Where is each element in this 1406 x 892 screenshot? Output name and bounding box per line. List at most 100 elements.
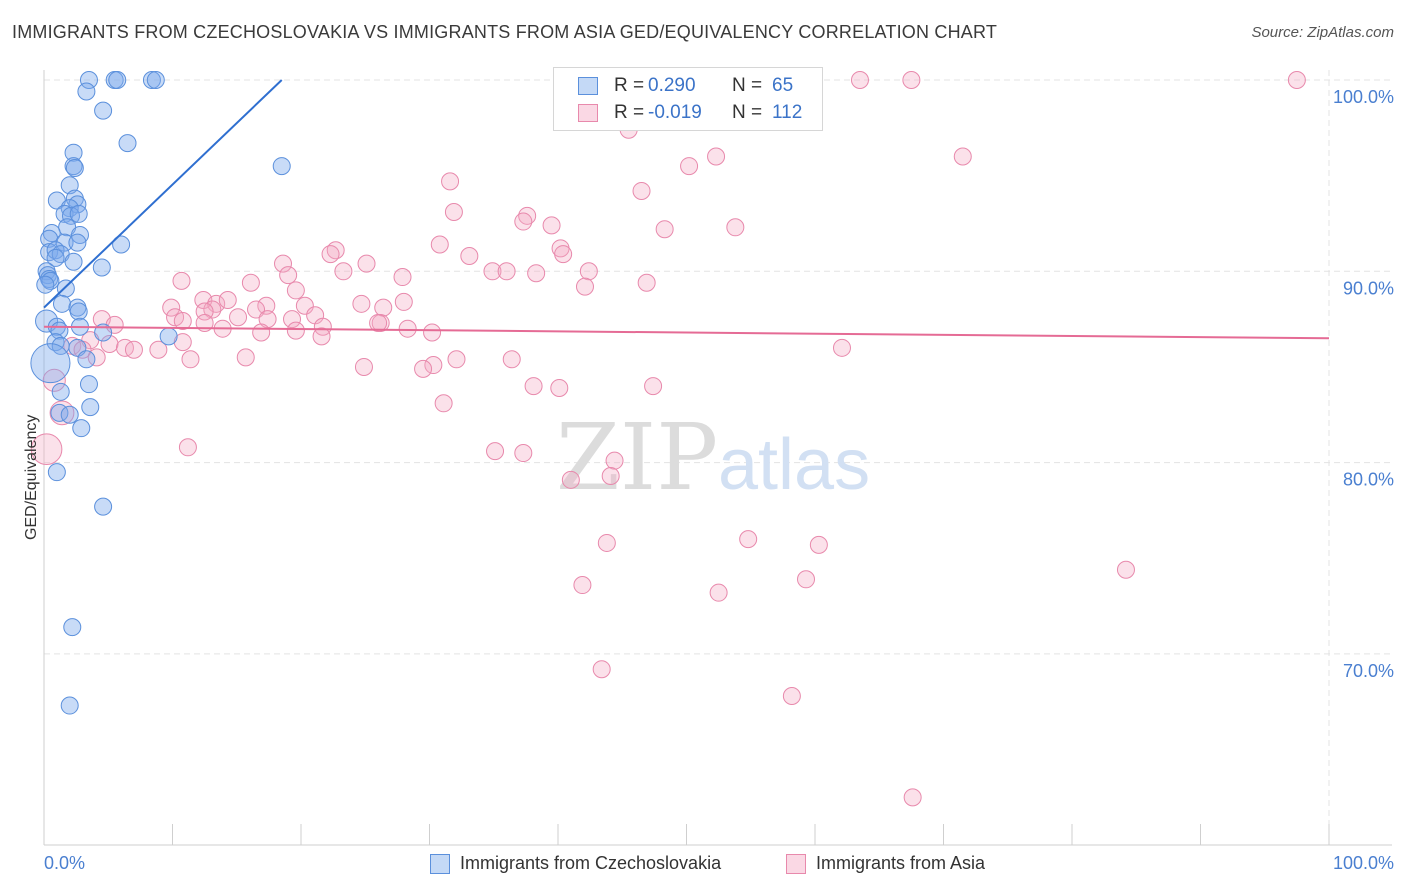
- data-point-czechoslovakia[interactable]: [79, 71, 98, 89]
- data-point-asia[interactable]: [414, 359, 433, 378]
- data-point-asia[interactable]: [514, 444, 533, 463]
- data-point-asia[interactable]: [321, 245, 340, 264]
- data-point-asia[interactable]: [1287, 71, 1306, 89]
- data-point-czechoslovakia[interactable]: [63, 618, 82, 637]
- data-point-asia[interactable]: [502, 350, 521, 369]
- data-point-asia[interactable]: [241, 273, 260, 292]
- data-point-asia[interactable]: [286, 321, 305, 340]
- data-point-czechoslovakia[interactable]: [46, 248, 65, 267]
- data-point-czechoslovakia[interactable]: [61, 206, 80, 225]
- data-point-asia[interactable]: [739, 530, 758, 549]
- data-point-asia[interactable]: [178, 438, 197, 457]
- data-point-asia[interactable]: [850, 71, 869, 89]
- data-point-czechoslovakia[interactable]: [60, 696, 79, 715]
- data-point-asia[interactable]: [561, 470, 580, 489]
- data-point-asia[interactable]: [460, 246, 479, 265]
- data-point-asia[interactable]: [573, 576, 592, 595]
- data-point-asia[interactable]: [514, 212, 533, 231]
- data-point-asia[interactable]: [173, 312, 192, 331]
- data-point-asia[interactable]: [312, 327, 331, 346]
- data-point-asia[interactable]: [592, 660, 611, 679]
- data-point-asia[interactable]: [726, 218, 745, 237]
- data-point-asia[interactable]: [236, 348, 255, 367]
- data-point-asia[interactable]: [903, 788, 922, 807]
- data-point-asia[interactable]: [1116, 560, 1135, 579]
- data-point-asia[interactable]: [550, 378, 569, 397]
- data-point-asia[interactable]: [279, 266, 298, 285]
- data-point-czechoslovakia[interactable]: [68, 233, 87, 252]
- data-point-asia[interactable]: [554, 245, 573, 264]
- data-point-czechoslovakia[interactable]: [69, 302, 88, 321]
- data-point-asia[interactable]: [357, 254, 376, 273]
- data-point-czechoslovakia[interactable]: [146, 71, 165, 89]
- data-point-czechoslovakia[interactable]: [55, 204, 74, 223]
- data-point-asia[interactable]: [424, 356, 443, 375]
- data-point-asia[interactable]: [782, 686, 801, 705]
- data-point-asia[interactable]: [953, 147, 972, 166]
- data-point-asia[interactable]: [334, 262, 353, 281]
- data-point-asia[interactable]: [393, 268, 412, 287]
- data-point-czechoslovakia[interactable]: [272, 157, 291, 176]
- data-point-czechoslovakia[interactable]: [56, 279, 75, 298]
- data-point-czechoslovakia[interactable]: [64, 252, 83, 271]
- data-point-asia[interactable]: [100, 334, 119, 353]
- data-point-asia[interactable]: [644, 377, 663, 396]
- data-point-asia[interactable]: [172, 271, 191, 290]
- data-point-czechoslovakia[interactable]: [118, 134, 137, 153]
- data-point-czechoslovakia[interactable]: [94, 101, 113, 120]
- data-point-asia[interactable]: [655, 220, 674, 239]
- data-point-asia[interactable]: [283, 310, 302, 329]
- data-point-czechoslovakia[interactable]: [94, 497, 113, 516]
- data-point-asia[interactable]: [597, 533, 616, 552]
- data-point-asia[interactable]: [257, 296, 276, 315]
- data-point-asia[interactable]: [286, 281, 305, 300]
- data-point-asia[interactable]: [247, 300, 266, 319]
- data-point-czechoslovakia[interactable]: [108, 71, 127, 89]
- data-point-czechoslovakia[interactable]: [77, 82, 96, 101]
- data-point-asia[interactable]: [680, 157, 699, 176]
- data-point-czechoslovakia[interactable]: [65, 158, 84, 177]
- data-point-czechoslovakia[interactable]: [159, 327, 178, 346]
- data-point-asia[interactable]: [601, 466, 620, 485]
- data-point-czechoslovakia[interactable]: [77, 350, 96, 369]
- data-point-asia[interactable]: [124, 340, 143, 359]
- data-point-asia[interactable]: [352, 294, 371, 313]
- data-point-asia[interactable]: [30, 433, 63, 466]
- data-point-czechoslovakia[interactable]: [30, 343, 71, 384]
- data-point-asia[interactable]: [181, 350, 200, 369]
- data-point-asia[interactable]: [832, 338, 851, 357]
- data-point-czechoslovakia[interactable]: [52, 294, 71, 313]
- data-point-czechoslovakia[interactable]: [60, 199, 79, 218]
- data-point-asia[interactable]: [444, 202, 463, 221]
- data-point-czechoslovakia[interactable]: [55, 233, 74, 252]
- data-point-asia[interactable]: [447, 350, 466, 369]
- data-point-asia[interactable]: [374, 298, 393, 317]
- data-point-asia[interactable]: [115, 338, 134, 357]
- data-point-czechoslovakia[interactable]: [64, 143, 83, 162]
- data-point-asia[interactable]: [369, 313, 388, 332]
- data-point-czechoslovakia[interactable]: [40, 229, 59, 248]
- data-point-asia[interactable]: [274, 254, 293, 273]
- data-point-asia[interactable]: [709, 583, 728, 602]
- data-point-asia[interactable]: [434, 394, 453, 413]
- data-point-asia[interactable]: [252, 323, 271, 342]
- data-point-czechoslovakia[interactable]: [36, 275, 55, 294]
- data-point-asia[interactable]: [354, 357, 373, 376]
- data-point-asia[interactable]: [707, 147, 726, 166]
- data-point-asia[interactable]: [486, 442, 505, 461]
- data-point-asia[interactable]: [441, 172, 460, 191]
- data-point-asia[interactable]: [575, 277, 594, 296]
- data-point-czechoslovakia[interactable]: [81, 398, 100, 417]
- data-point-asia[interactable]: [637, 273, 656, 292]
- data-point-czechoslovakia[interactable]: [60, 405, 79, 424]
- data-point-czechoslovakia[interactable]: [69, 204, 88, 223]
- data-point-asia[interactable]: [542, 216, 561, 235]
- data-point-asia[interactable]: [797, 570, 816, 589]
- data-point-czechoslovakia[interactable]: [79, 375, 98, 394]
- data-point-czechoslovakia[interactable]: [72, 419, 91, 438]
- data-point-asia[interactable]: [902, 71, 921, 89]
- data-point-asia[interactable]: [398, 319, 417, 338]
- data-point-asia[interactable]: [497, 262, 516, 281]
- data-point-czechoslovakia[interactable]: [47, 463, 66, 482]
- data-point-asia[interactable]: [524, 377, 543, 396]
